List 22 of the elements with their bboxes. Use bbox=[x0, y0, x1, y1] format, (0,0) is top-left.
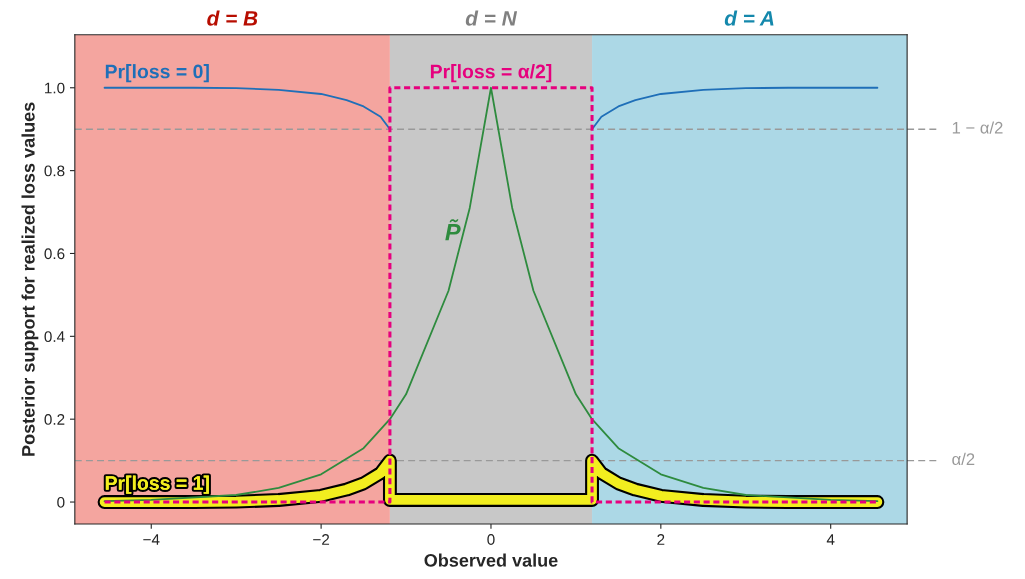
y-tick-label: 1.0 bbox=[45, 82, 65, 94]
x-tick-label: 0 bbox=[487, 534, 495, 545]
band-label: d = N bbox=[465, 10, 518, 26]
band-label: d = B bbox=[207, 10, 258, 26]
band-label: d = A bbox=[724, 10, 774, 26]
x-axis-title: Observed value bbox=[424, 553, 558, 567]
y-tick-label: 0 bbox=[57, 496, 65, 508]
x-tick-label: −4 bbox=[143, 534, 160, 545]
series-label: Pr[loss = 1] bbox=[105, 475, 209, 494]
y-tick-label: 0.4 bbox=[44, 331, 65, 343]
y-tick-label: 0.8 bbox=[44, 165, 65, 177]
y-tick-label: 0.2 bbox=[44, 414, 65, 425]
y-axis-title: Posterior support for realized loss values bbox=[21, 102, 39, 456]
series-label: Pr[loss = α/2] bbox=[430, 64, 552, 83]
x-tick-label: 4 bbox=[826, 534, 835, 545]
series-label: Pr[loss = 0] bbox=[105, 64, 209, 83]
ref-line-label: α/2 bbox=[952, 452, 975, 466]
x-tick-label: −2 bbox=[313, 534, 330, 545]
y-tick-label: 0.6 bbox=[44, 248, 65, 260]
x-tick-label: 2 bbox=[657, 534, 665, 545]
series-label: P̃ bbox=[445, 219, 461, 241]
ref-line-label: 1 − α/2 bbox=[952, 121, 1003, 134]
